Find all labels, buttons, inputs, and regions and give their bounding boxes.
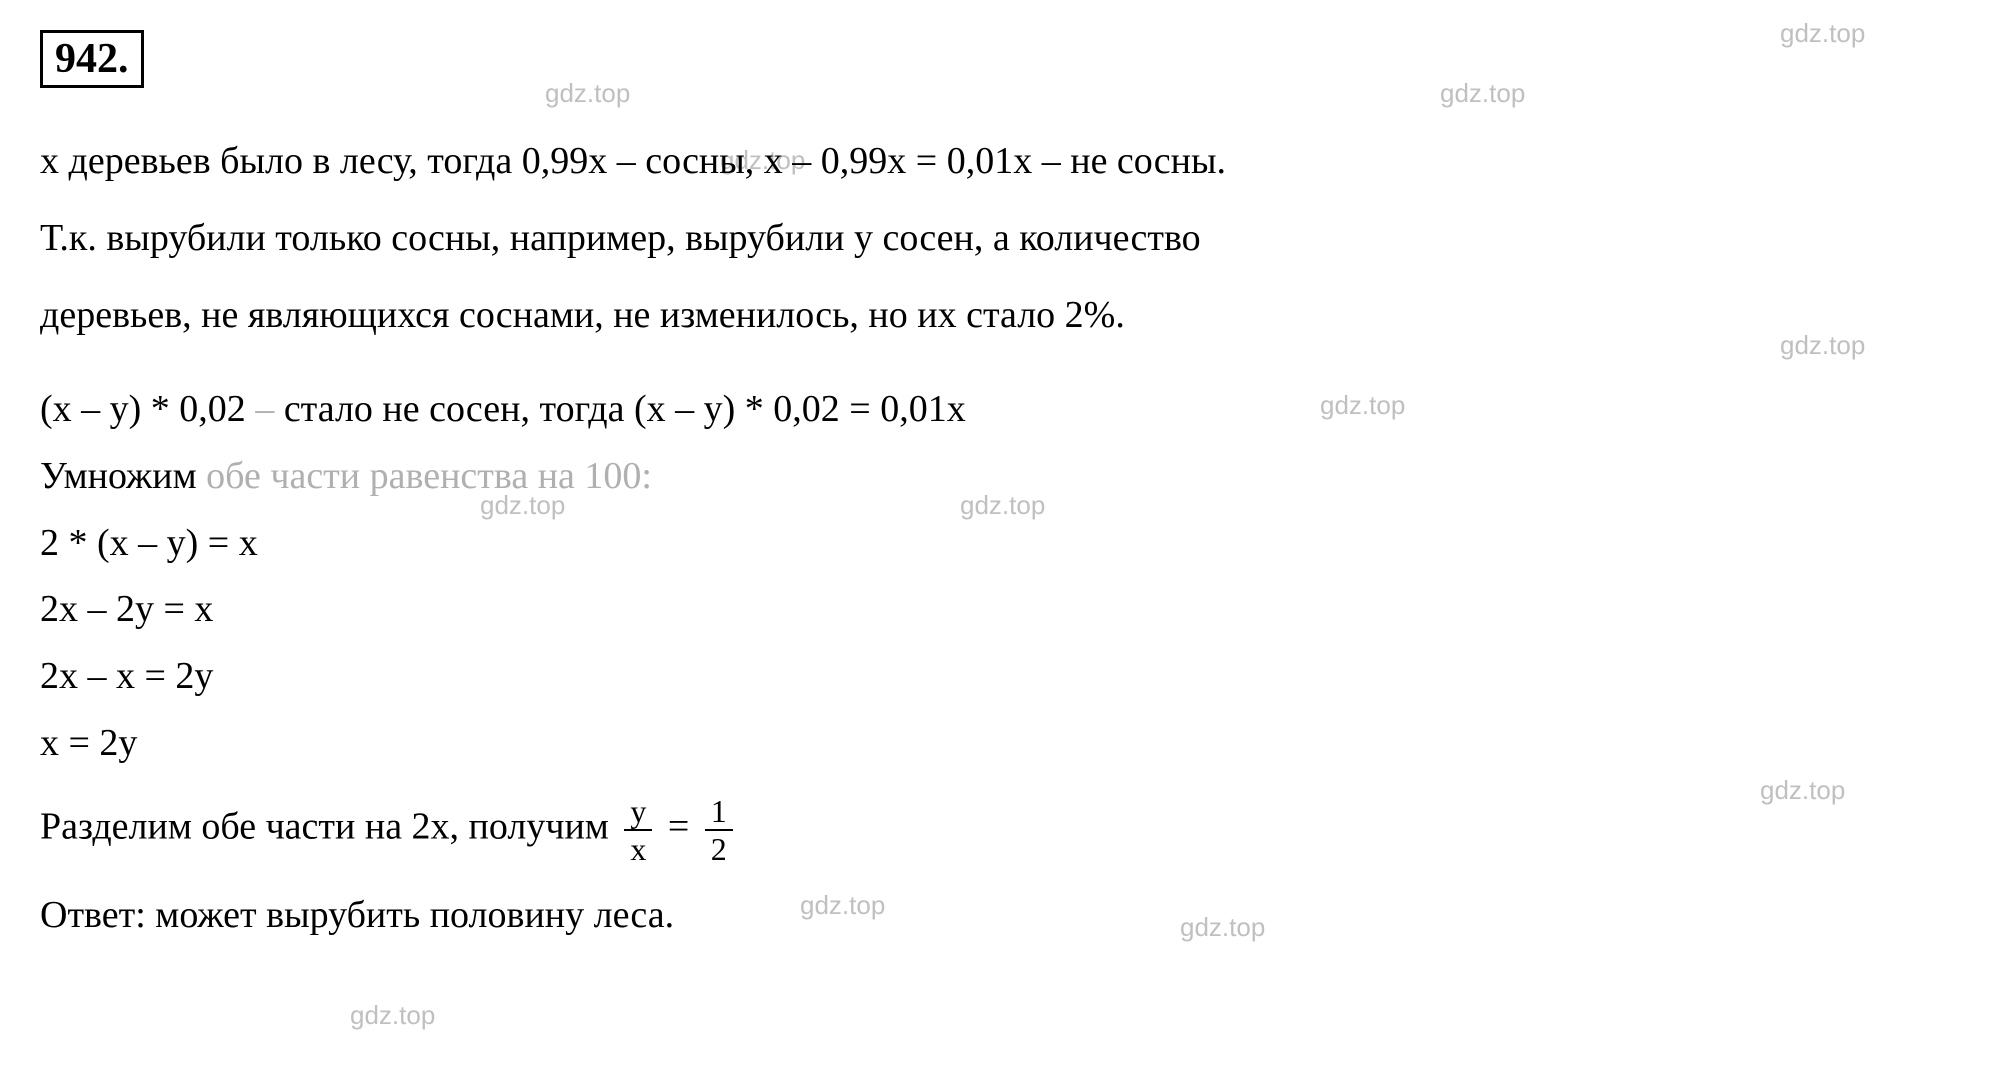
fraction-12: 1 2	[705, 795, 733, 865]
line6-part-a: Разделим обе части на 2х, получим	[40, 806, 618, 848]
equation-3: 2х – х = 2у	[40, 646, 1964, 707]
answer-line: Ответ: может вырубить половину леса.	[40, 885, 1964, 946]
equation-4: х = 2у	[40, 713, 1964, 774]
fraction-12-num: 1	[705, 795, 733, 831]
fraction-yx-num: у	[624, 795, 652, 831]
equals-sign: =	[668, 806, 699, 848]
fraction-yx-den: х	[624, 831, 652, 865]
watermark: gdz.top	[350, 1000, 435, 1031]
line5-part-a: Умножим	[40, 455, 206, 497]
line4-part-a: (х – у) * 0,02	[40, 388, 255, 430]
equation-2: 2х – 2у = х	[40, 579, 1964, 640]
equation-1: 2 * (х – у) = х	[40, 513, 1964, 574]
line4-part-b: стало не сосен, тогда (х – у) * 0,02 = 0…	[284, 388, 966, 430]
fraction-12-den: 2	[705, 831, 733, 865]
text-line-1: х деревьев было в лесу, тогда 0,99х – со…	[40, 133, 1964, 190]
text-line-5: Умножим обе части равенства на 100:	[40, 446, 1964, 507]
line5-faded: обе части равенства на 100:	[206, 455, 652, 497]
line4-faded: –	[255, 388, 284, 430]
text-line-2: Т.к. вырубили только сосны, например, вы…	[40, 210, 1964, 267]
text-line-4: (х – у) * 0,02 – стало не сосен, тогда (…	[40, 379, 1964, 440]
problem-number: 942.	[40, 30, 144, 88]
text-line-6: Разделим обе части на 2х, получим у х = …	[40, 795, 1964, 865]
fraction-yx: у х	[624, 795, 652, 865]
text-line-3: деревьев, не являющихся соснами, не изме…	[40, 287, 1964, 344]
